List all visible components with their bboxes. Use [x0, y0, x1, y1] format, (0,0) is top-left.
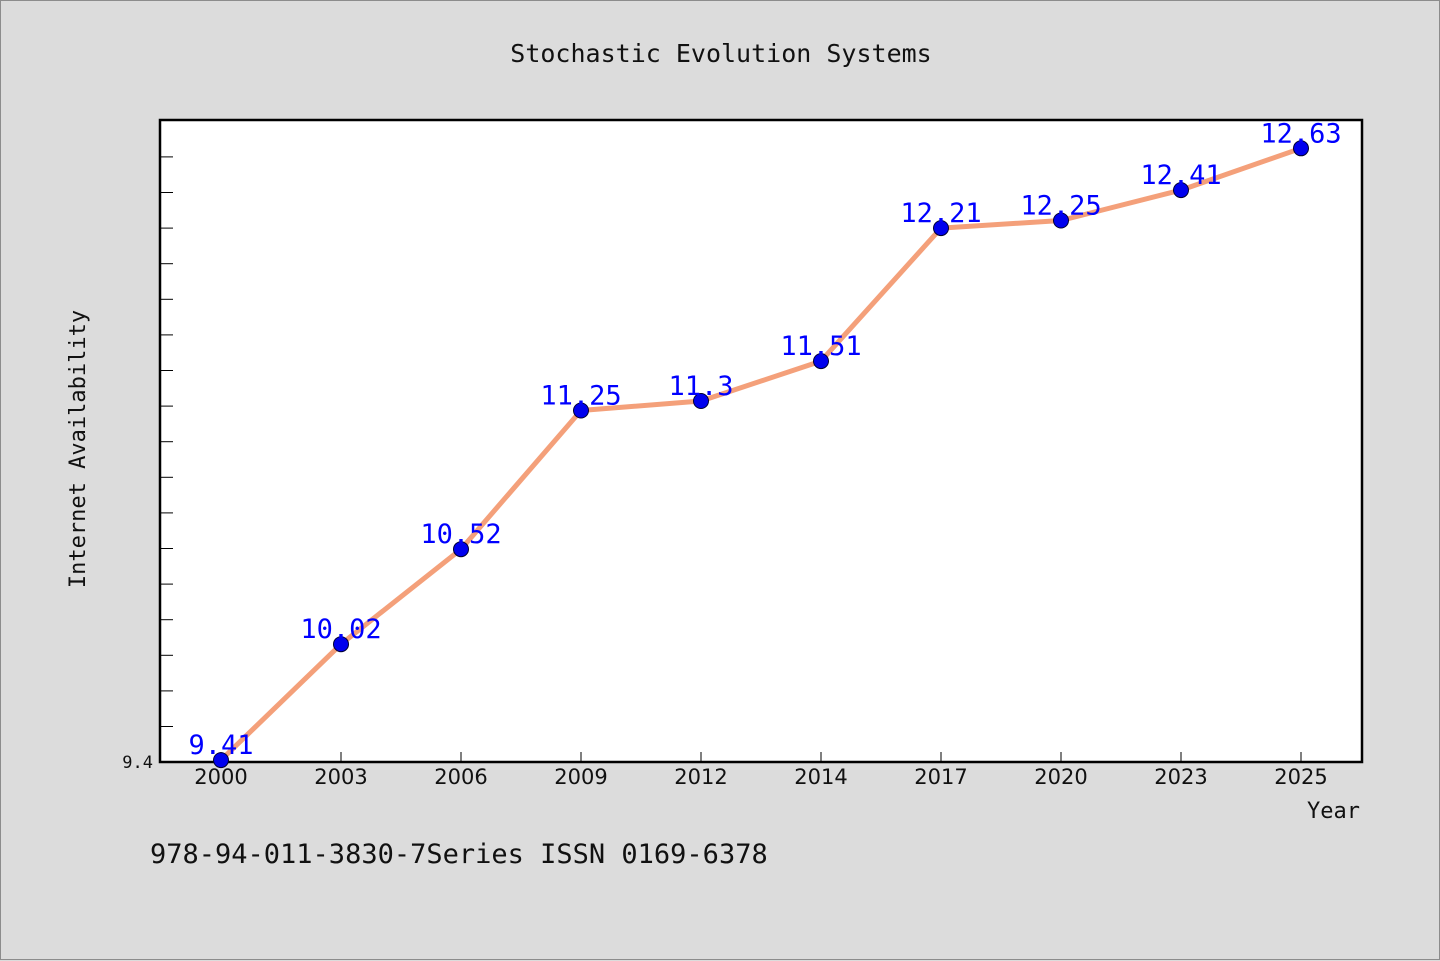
data-point-marker: [693, 393, 709, 409]
x-tick-label: 2014: [794, 765, 847, 789]
x-axis-label: Year: [1307, 799, 1360, 824]
x-tick-label: 2023: [1154, 765, 1207, 789]
x-tick-label: 2025: [1274, 765, 1327, 789]
data-markers: [213, 140, 1309, 769]
chart-title: Stochastic Evolution Systems: [510, 39, 931, 68]
y-tick-label: 9.4: [122, 753, 153, 773]
series-line: [218, 145, 1304, 763]
data-label: 10.52: [420, 519, 501, 550]
data-label: 9.41: [188, 730, 253, 761]
data-label: 12.63: [1260, 118, 1341, 149]
data-label: 11.25: [540, 381, 621, 412]
data-point-marker: [813, 353, 829, 370]
data-point-marker: [453, 541, 469, 558]
data-label: 11.3: [668, 371, 733, 402]
data-label: 12.21: [900, 198, 981, 229]
plot-area: [158, 118, 1364, 764]
data-point-marker: [1053, 212, 1069, 229]
data-label: 12.41: [1140, 160, 1221, 191]
x-tick-label: 2012: [674, 765, 727, 789]
x-axis-tick-labels: 2000 2003 2006 2009 2012 2014 2017 2020 2023 2025: [194, 765, 1327, 789]
footer-text: 978-94-011-3830-7Series ISSN 0169-6378: [150, 839, 768, 870]
x-tick-label: 2017: [914, 765, 967, 789]
data-point-marker: [333, 636, 349, 653]
data-point-marker: [213, 752, 229, 769]
data-point-marker: [1173, 182, 1189, 199]
x-tick-label: 2020: [1034, 765, 1087, 789]
x-tick-label: 2000: [194, 765, 247, 789]
data-point-marker: [933, 220, 949, 237]
x-tick-label: 2003: [314, 765, 367, 789]
y-axis-label: Internet Availability: [66, 310, 91, 588]
data-label: 11.51: [780, 331, 861, 362]
x-tick-label: 2006: [434, 765, 487, 789]
data-label: 10.02: [300, 614, 381, 645]
data-point-marker: [1293, 140, 1309, 157]
data-point-marker: [573, 402, 589, 419]
data-label: 12.25: [1020, 191, 1101, 222]
data-labels: 9.41 10.02 10.52 11.25 11.3 11.51 12.21 12.25 12…: [188, 118, 1341, 761]
x-tick-label: 2009: [554, 765, 607, 789]
y-axis-minor-ticks: [160, 156, 173, 727]
